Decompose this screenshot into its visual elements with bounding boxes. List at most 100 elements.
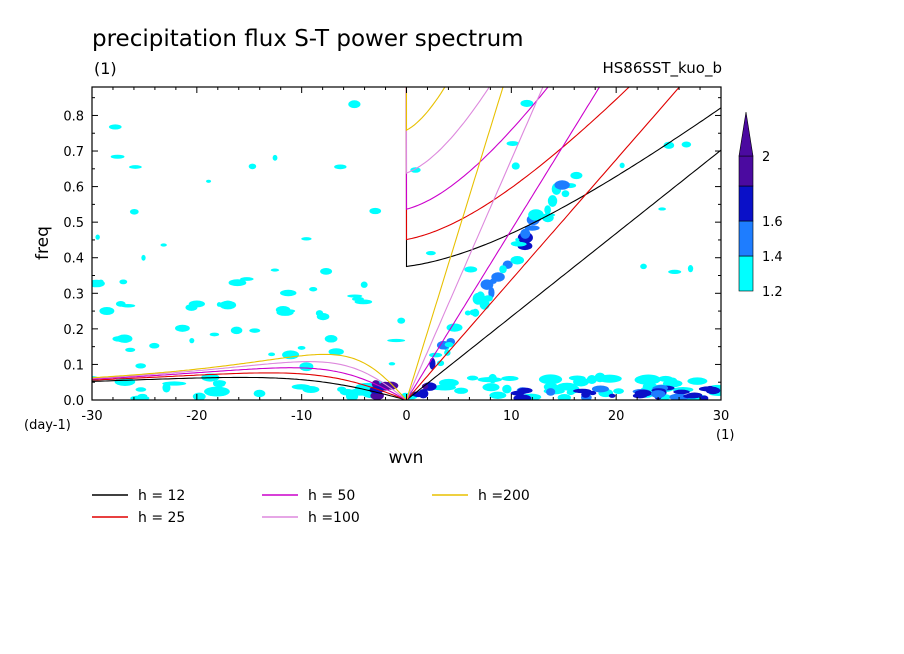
spectral-peak — [499, 265, 507, 274]
spectral-peak — [436, 360, 445, 367]
spectral-peak — [510, 255, 525, 265]
y-axis-label: freq — [33, 226, 53, 260]
spectral-peak — [354, 299, 373, 305]
spectral-peak — [547, 195, 558, 207]
spectral-peak — [705, 387, 721, 395]
y-tick-label: 0.0 — [63, 394, 84, 409]
spectral-peak — [397, 317, 406, 324]
chart-title: precipitation flux S-T power spectrum — [92, 26, 524, 52]
spectral-peak — [108, 124, 122, 130]
spectral-peak — [482, 383, 500, 392]
x-tick-label: -10 — [291, 409, 312, 424]
spectral-peak — [119, 279, 128, 285]
spectral-peak — [213, 380, 226, 388]
inertio-gravity-wave-curve — [405, 87, 446, 132]
y-tick-label: 0.4 — [63, 252, 84, 267]
spectral-peak — [700, 395, 709, 400]
spectral-peak — [557, 394, 571, 400]
spectral-peak — [570, 171, 583, 180]
legend-label: h =200 — [478, 488, 530, 504]
spectral-peak — [135, 387, 147, 392]
dispersion-curves — [92, 87, 721, 400]
rossby-wave-curve — [92, 376, 407, 400]
rossby-wave-curve — [92, 353, 407, 400]
spectral-peak — [272, 154, 278, 161]
colorbar-label: 1.6 — [762, 215, 783, 230]
colorbar: 1.2 1.4 1.6 2 — [738, 111, 783, 300]
spectral-peak — [634, 389, 652, 397]
spectral-peak — [619, 162, 625, 169]
spectral-peak — [528, 209, 544, 221]
legend-label: h = 25 — [138, 510, 185, 526]
spectrum-contour-fills — [92, 99, 721, 400]
spectral-peak — [328, 348, 344, 356]
spectral-peak — [546, 388, 556, 396]
y-tick-label: 0.7 — [63, 145, 84, 160]
kelvin-wave-curve — [405, 87, 544, 400]
x-tick-label: 30 — [713, 409, 730, 424]
y-tick-label: 0.1 — [63, 358, 84, 373]
spectral-peak — [511, 241, 527, 247]
legend: h = 12 h = 25 h = 50 h =100 h =200 — [92, 488, 530, 526]
spectral-peak — [573, 377, 589, 387]
x-tick-label: -20 — [186, 409, 207, 424]
spectral-peak — [240, 277, 254, 281]
y-unit-label: (day-1) — [24, 418, 71, 433]
spectral-peak — [369, 207, 382, 215]
spectral-peak — [466, 375, 479, 381]
y-tick-label: 0.2 — [63, 323, 84, 338]
spectral-peak — [135, 363, 147, 369]
spectral-peak — [438, 378, 459, 387]
x-tick-label: 10 — [503, 409, 520, 424]
spectral-peak — [175, 324, 190, 332]
colorbar-segment — [738, 255, 754, 292]
spectral-peak — [517, 387, 533, 394]
y-tick-label: 0.5 — [63, 216, 84, 231]
spectral-peak — [480, 279, 494, 290]
x-axis: -30 -20 -10 0 10 20 30 — [81, 87, 729, 424]
spectral-peak — [219, 300, 237, 310]
spectral-peak — [337, 386, 347, 393]
spectral-peak — [209, 332, 220, 337]
spectral-peak — [125, 347, 136, 352]
spectral-peak — [160, 243, 167, 247]
spectral-peak — [309, 286, 318, 292]
spectral-peak — [588, 390, 597, 396]
spectral-peak — [640, 263, 647, 270]
spectral-peak — [454, 387, 469, 394]
colorbar-arrow — [738, 111, 754, 157]
spectral-peak — [561, 190, 570, 198]
case-label: HS86SST_kuo_b — [602, 59, 722, 78]
spectral-peak — [388, 362, 396, 366]
spectral-peak — [421, 383, 429, 390]
spectral-peak — [520, 99, 534, 107]
colorbar-segment — [738, 185, 754, 222]
spectral-peak — [429, 352, 443, 358]
kelvin-wave-curve — [406, 87, 601, 400]
spectral-peak — [538, 374, 563, 385]
spectral-peak — [112, 336, 126, 342]
spectral-peak — [658, 375, 673, 382]
y-tick-label: 0.8 — [63, 109, 84, 124]
spectral-peak — [387, 338, 406, 343]
kelvin-wave-curve — [406, 87, 681, 400]
inertio-gravity-wave-curve — [405, 87, 490, 174]
spectral-peak — [444, 342, 454, 348]
spectral-peak — [650, 390, 666, 399]
spectral-peak — [345, 391, 359, 400]
spectral-peak — [477, 377, 503, 383]
spectral-peak — [285, 309, 296, 313]
spectral-peak — [230, 326, 243, 335]
spectral-peak — [663, 141, 675, 149]
spectral-peak — [99, 306, 115, 316]
spectral-peak — [591, 385, 609, 393]
spectral-peak — [506, 141, 519, 146]
spectral-peak — [474, 296, 487, 301]
spectral-peak — [299, 362, 314, 372]
inertio-gravity-wave-curve — [405, 87, 549, 210]
spectral-peak — [501, 375, 519, 381]
spectral-peak — [520, 228, 531, 239]
spectral-peak — [149, 342, 160, 349]
spectral-peak — [513, 394, 532, 400]
